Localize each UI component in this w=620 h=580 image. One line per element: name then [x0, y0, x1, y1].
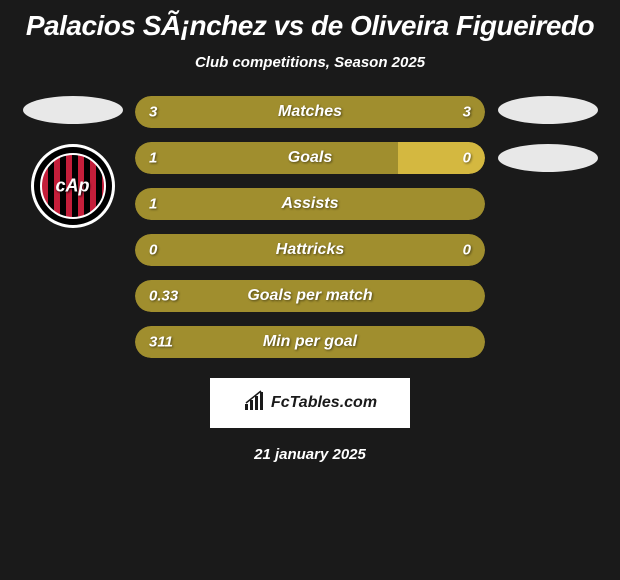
stat-label: Min per goal [263, 333, 357, 351]
stat-bar: 0.33 Goals per match [135, 280, 485, 312]
content-row: cAp 3Matches31Goals01Assists0Hattricks00… [0, 96, 620, 358]
player-placeholder-right-1 [498, 96, 598, 124]
stat-right-value: 3 [463, 104, 471, 121]
footer-brand-box: FcTables.com [210, 378, 410, 428]
stat-bar: 1 Assists [135, 188, 485, 220]
date-text: 21 january 2025 [0, 446, 620, 463]
stat-label: Matches [278, 103, 342, 121]
club-badge-label: cAp [55, 176, 89, 197]
stat-bar: 3 Matches 3 [135, 96, 485, 128]
left-column: cAp [20, 96, 125, 228]
stats-column: 3 Matches 3 1 Goals 0 1 Assists 0 Hattricks 0 0.33 G… [135, 96, 485, 358]
stat-bar: 1 Goals 0 [135, 142, 485, 174]
page-title: Palacios SÃ¡nchez vs de Oliveira Figueir… [0, 10, 620, 42]
stat-left-value: 1 [149, 150, 157, 167]
stat-bar: 311 Min per goal [135, 326, 485, 358]
stat-label: Assists [282, 195, 339, 213]
player-placeholder-right-2 [498, 144, 598, 172]
footer-brand-text: FcTables.com [271, 394, 377, 412]
stat-label: Goals per match [247, 287, 372, 305]
comparison-card: Palacios SÃ¡nchez vs de Oliveira Figueir… [0, 0, 620, 473]
stat-left-value: 311 [149, 334, 173, 351]
stat-right-value: 0 [463, 242, 471, 259]
stat-label: Hattricks [276, 241, 344, 259]
player-placeholder-left [23, 96, 123, 124]
right-column [495, 96, 600, 172]
stat-left-value: 0 [149, 242, 157, 259]
chart-icon [243, 390, 265, 417]
club-badge-left: cAp [31, 144, 115, 228]
bar-segment-right [398, 142, 486, 174]
bar-segment-left [135, 142, 398, 174]
stat-label: Goals [288, 149, 332, 167]
stat-left-value: 1 [149, 196, 157, 213]
stat-bar: 0 Hattricks 0 [135, 234, 485, 266]
stat-left-value: 0.33 [149, 288, 178, 305]
subtitle: Club competitions, Season 2025 [0, 54, 620, 71]
stat-left-value: 3 [149, 104, 157, 121]
stat-right-value: 0 [463, 150, 471, 167]
